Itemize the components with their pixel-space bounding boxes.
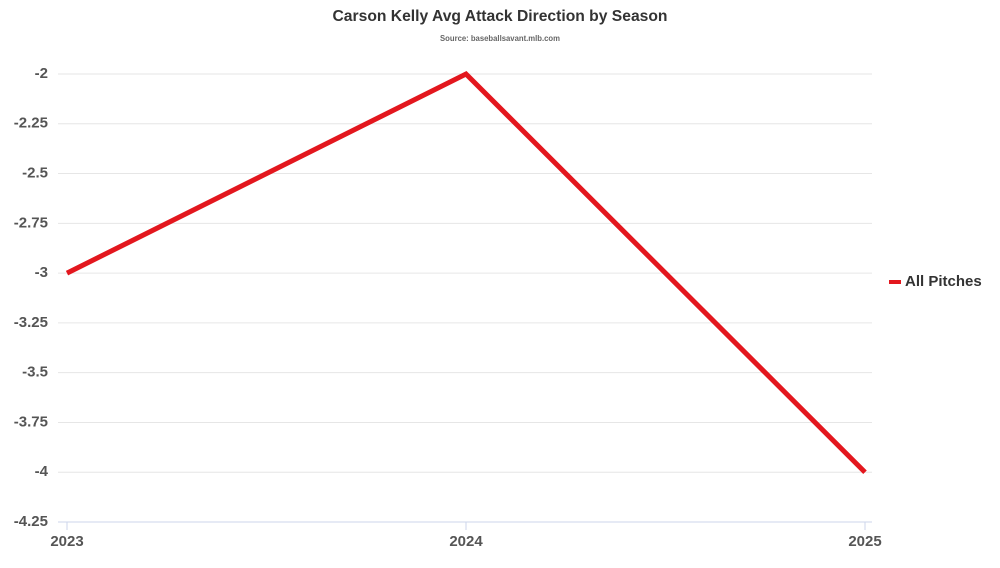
y-tick-label: -4 <box>35 463 49 480</box>
y-tick-label: -4.25 <box>14 513 48 530</box>
y-tick-label: -3.25 <box>14 314 48 331</box>
y-tick-label: -2.25 <box>14 115 48 132</box>
line <box>65 70 867 474</box>
x-tick-label: 2025 <box>848 533 881 550</box>
chart-subtitle: Source: baseballsavant.mlb.com <box>440 34 560 43</box>
y-tick-label: -2.5 <box>22 165 48 182</box>
y-tick-label: -2.75 <box>14 214 48 231</box>
y-tick-label: -3.75 <box>14 413 48 430</box>
y-tick-label: -2 <box>35 65 48 82</box>
x-tick-label: 2023 <box>50 533 83 550</box>
y-tick-label: -3.5 <box>22 364 48 381</box>
legend-label: All Pitches <box>905 273 982 290</box>
y-tick-label: -3 <box>35 264 48 281</box>
x-tick-label: 2024 <box>449 533 483 550</box>
chart-title: Carson Kelly Avg Attack Direction by Sea… <box>333 8 668 25</box>
